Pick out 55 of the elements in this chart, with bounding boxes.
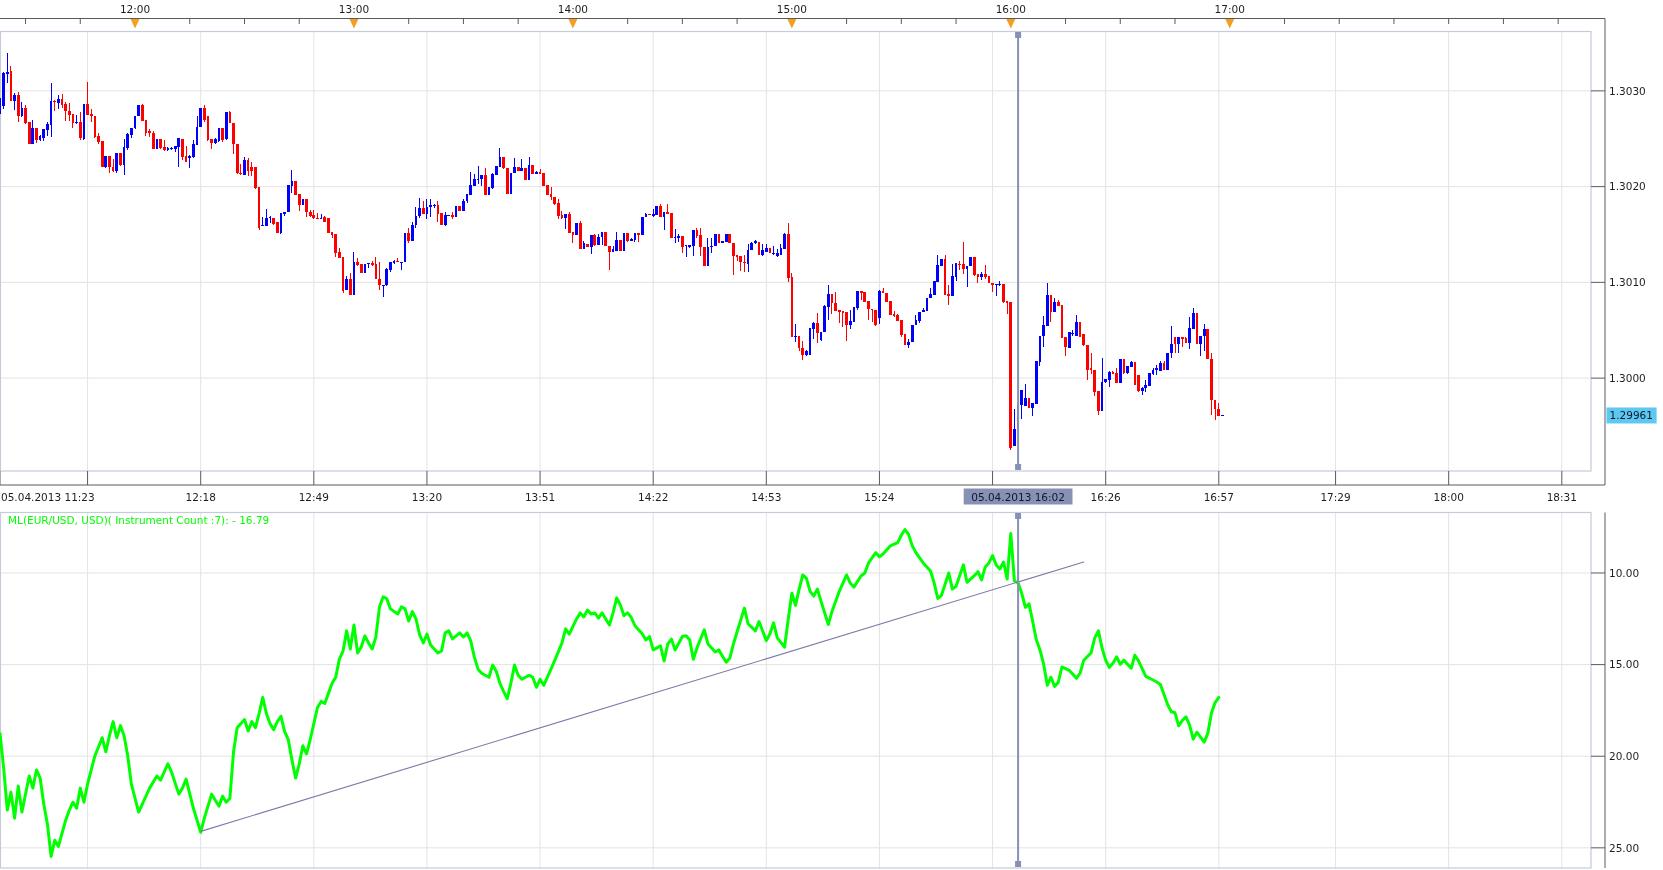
candlestick <box>476 165 480 184</box>
text: 1.29961 <box>1609 409 1653 422</box>
x-tick-label: 16:57 <box>1203 491 1234 503</box>
x-tick-label: 14:53 <box>751 491 782 503</box>
x2-tick-label: 14:00 <box>557 3 589 15</box>
y-tick-label: 25.00 <box>1609 841 1640 854</box>
candlestick <box>994 284 998 296</box>
candlestick <box>983 265 987 279</box>
line-series <box>0 528 1221 858</box>
y-tick-label: 1.3010 <box>1609 276 1646 289</box>
candlestick <box>743 254 746 272</box>
y-tick-label: 10.00 <box>1609 566 1640 579</box>
candlestick <box>962 242 965 274</box>
x-tick-label: 12:18 <box>185 491 216 503</box>
candlestick <box>520 158 524 172</box>
candlestick <box>710 238 713 253</box>
y-tick-label: 15.00 <box>1609 658 1640 671</box>
x-tick-label: 05.04.2013 11:23 <box>1 491 95 503</box>
x2-tick-label: 12:00 <box>119 3 151 15</box>
candlestick <box>1180 336 1184 347</box>
candlestick <box>451 212 454 220</box>
x-tick-label: 15:24 <box>864 491 895 503</box>
ref-line-label: 05.04.2013 16:02 <box>971 490 1065 503</box>
x-tick-label: 18:31 <box>1546 491 1577 503</box>
candlestick <box>564 214 567 229</box>
candlestick <box>429 199 432 218</box>
candlestick <box>772 245 775 255</box>
x-tick-label: 12:49 <box>298 491 329 503</box>
candlestick <box>870 309 874 322</box>
x2-tick-label: 17:00 <box>1214 3 1245 15</box>
candlestick <box>859 290 863 300</box>
candlestick <box>53 100 57 111</box>
x-tick-label: 13:51 <box>524 491 556 503</box>
y-tick-label: 1.3030 <box>1609 84 1646 97</box>
candlestick <box>400 262 403 270</box>
x2-tick-label: 15:00 <box>776 3 807 15</box>
candlestick <box>794 323 797 342</box>
x2-tick-label: 16:00 <box>995 3 1026 15</box>
y-tick-label: 1.3020 <box>1609 180 1646 193</box>
text: ML(EUR/USD, USD)( Instrument Count :7): - 16.79 <box>8 514 270 526</box>
x-tick-label: 17:29 <box>1320 491 1351 503</box>
candlestick <box>608 245 611 270</box>
x-tick-label: 13:20 <box>411 491 443 503</box>
y-tick-label: 1.3000 <box>1609 371 1646 384</box>
y-tick-label: 20.00 <box>1609 750 1640 763</box>
candlestick <box>775 248 779 257</box>
x2-tick-label: 13:00 <box>338 3 370 15</box>
x-tick-label: 18:00 <box>1433 491 1464 503</box>
candlestick <box>761 244 765 256</box>
candlestick <box>991 283 994 292</box>
candlestick <box>316 213 319 220</box>
x-tick-label: 16:26 <box>1090 491 1122 503</box>
candlestick <box>848 310 852 330</box>
candlestick <box>367 263 370 269</box>
x-tick-label: 14:22 <box>638 491 669 503</box>
